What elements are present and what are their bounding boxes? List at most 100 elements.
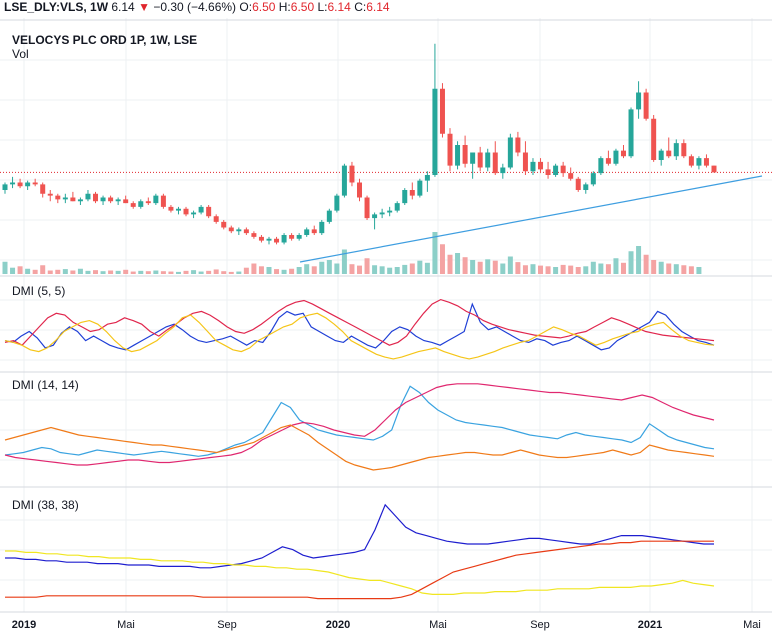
candle-body — [696, 158, 702, 166]
volume-bar — [183, 270, 189, 274]
candle-body — [402, 190, 408, 204]
volume-bar — [462, 257, 468, 274]
dmi-series-line — [4, 302, 715, 351]
candle-body — [198, 206, 204, 213]
volume-bar — [560, 264, 566, 274]
volume-bar — [213, 269, 219, 274]
x-axis-label: Sep — [217, 619, 237, 631]
candle-body — [100, 197, 106, 202]
candle-body — [213, 216, 219, 222]
symbol-name[interactable]: LSE_DLY:VLS, 1W — [4, 0, 109, 14]
candle-body — [387, 210, 393, 213]
candle-body — [553, 165, 559, 175]
volume-bar — [123, 269, 129, 274]
candle-body — [17, 182, 23, 187]
volume-bar — [636, 246, 642, 274]
candle-body — [455, 145, 461, 166]
dmi-series-line — [5, 503, 714, 569]
volume-bar — [349, 264, 355, 274]
candle-body — [492, 152, 498, 174]
dmi-series-line — [4, 298, 715, 346]
volume-bar — [530, 264, 536, 274]
volume-bar — [191, 270, 197, 274]
candle-body — [191, 212, 197, 215]
candle-body — [364, 197, 370, 219]
volume-bar — [492, 260, 498, 274]
dmi-series-line — [4, 385, 715, 457]
candle-body — [613, 150, 619, 164]
volume-bar — [613, 258, 619, 274]
candle-body — [236, 229, 242, 232]
candle-body — [10, 182, 16, 185]
low-label: L: — [317, 0, 328, 14]
candle-body — [681, 143, 687, 157]
volume-bar — [688, 266, 694, 274]
volume-bar — [108, 270, 114, 274]
volume-bar — [62, 269, 68, 274]
dmi-series-line — [5, 550, 715, 596]
volume-bar — [387, 267, 393, 274]
volume-bar — [160, 271, 166, 274]
volume-bar — [47, 270, 53, 274]
candle-body — [357, 182, 362, 198]
volume-bar — [70, 270, 76, 274]
volume-bar — [568, 265, 574, 274]
volume-bar — [515, 262, 521, 274]
volume-bar — [620, 262, 626, 274]
volume-bar — [85, 270, 91, 274]
volume-bar — [364, 258, 370, 274]
candle-body — [32, 182, 38, 185]
volume-bar — [296, 267, 302, 274]
volume-bar — [55, 269, 61, 274]
candle-body — [115, 199, 121, 202]
volume-bar — [470, 260, 476, 274]
candle-body — [55, 195, 61, 200]
candle-body — [538, 161, 544, 170]
volume-bar — [221, 271, 227, 274]
x-axis-label: 2021 — [637, 619, 663, 631]
volume-bar — [455, 253, 461, 274]
trendline — [299, 175, 763, 263]
candle-body — [47, 193, 53, 196]
volume-bar — [651, 260, 657, 274]
volume-bar — [100, 271, 106, 274]
candle-body — [711, 165, 717, 173]
volume-bar — [394, 267, 400, 274]
candle-body — [25, 182, 31, 187]
volume-bar — [304, 264, 310, 274]
candle-body — [40, 184, 46, 194]
candle-body — [658, 150, 664, 160]
volume-bar — [681, 265, 687, 274]
volume-bar — [2, 261, 8, 274]
volume-bar — [341, 249, 347, 274]
volume-bar — [274, 269, 280, 274]
candle-body — [530, 161, 536, 172]
volume-bar — [319, 261, 325, 274]
volume-bar — [628, 251, 634, 274]
candle-body — [424, 175, 430, 181]
volume-bar — [666, 263, 672, 274]
candle-body — [394, 203, 400, 211]
candle-body — [2, 184, 8, 190]
volume-bar — [326, 260, 332, 274]
volume-bar — [357, 265, 362, 274]
candle-body — [447, 133, 453, 166]
volume-bar — [575, 267, 581, 274]
candle-body — [175, 208, 181, 211]
candle-body — [258, 236, 264, 241]
candle-body — [673, 143, 679, 157]
candle-body — [266, 238, 272, 241]
open-label: O: — [239, 0, 253, 14]
volume-bar — [439, 244, 445, 274]
candle-body — [130, 203, 136, 207]
volume-bar — [281, 269, 287, 274]
candle-body — [183, 208, 189, 215]
candle-body — [500, 167, 506, 174]
volume-bar — [485, 259, 491, 274]
dmi-14-title: DMI (14, 14) — [12, 378, 79, 392]
candle-body — [688, 156, 694, 166]
volume-bar — [206, 270, 212, 274]
x-axis-label: Mai — [117, 619, 135, 631]
candle-body — [281, 235, 287, 243]
